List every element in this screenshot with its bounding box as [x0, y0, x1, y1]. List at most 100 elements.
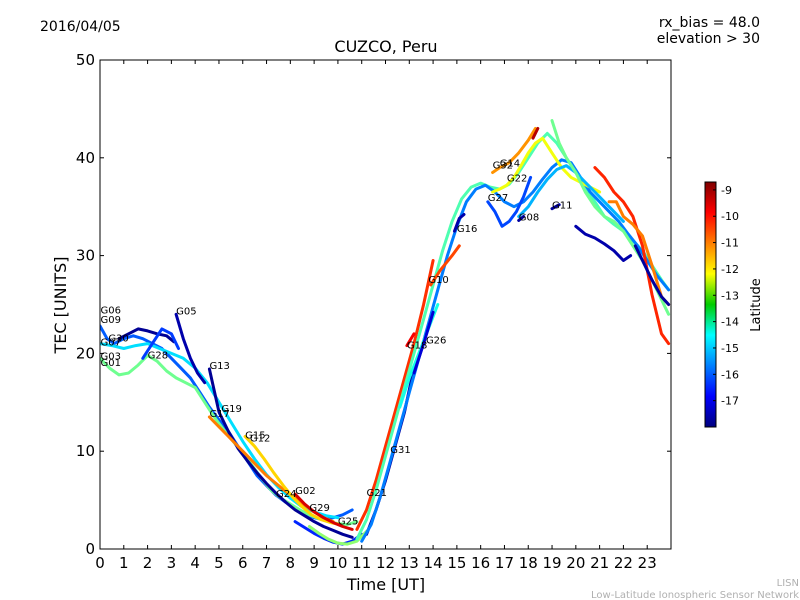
x-tick-label: 1: [119, 554, 129, 572]
footer-line2: Low-Latitude Ionospheric Sensor Network: [591, 590, 799, 600]
x-tick-label: 14: [424, 554, 443, 572]
tec-series-30: [593, 166, 671, 346]
x-tick-label: 21: [590, 554, 609, 572]
satellite-label-g30: G30: [108, 334, 128, 345]
tec-series-17: [412, 310, 435, 375]
x-axis: 0 1 2 3 4 5 6 7 8 9 10 11 12 13 14 15 16 17 18 19 20 21 22 23: [95, 60, 657, 572]
x-tick-label: 6: [238, 554, 248, 572]
y-tick-label: 50: [76, 51, 95, 69]
satellite-label-g03: G03: [100, 351, 120, 362]
x-tick-label: 9: [309, 554, 319, 572]
x-tick-label: 3: [167, 554, 177, 572]
x-tick-label: 2: [143, 554, 153, 572]
satellite-label-g07: G07: [100, 338, 120, 349]
colorbar-tick-label: -12: [721, 263, 739, 276]
tec-series-20: [453, 213, 466, 233]
satellite-label-g29: G29: [309, 503, 329, 514]
satellite-label-g24: G24: [276, 489, 296, 500]
satellite-label-g06: G06: [100, 305, 120, 316]
tec-series-11: [307, 525, 368, 546]
x-tick-label: 5: [214, 554, 224, 572]
colorbar: [704, 181, 717, 428]
tec-series-8: [243, 435, 342, 526]
tec-series-15: [360, 158, 671, 543]
tec-series-26: [531, 127, 540, 140]
tec-series-14: [355, 131, 671, 541]
date-label: 2016/04/05: [40, 19, 121, 35]
tec-series-5: [141, 327, 180, 360]
satellite-label-g18: G18: [407, 341, 427, 352]
x-tick-label: 17: [495, 554, 514, 572]
colorbar-tick-label: -11: [721, 237, 739, 250]
colorbar-tick-label: -9: [721, 184, 732, 197]
tec-series-12: [355, 259, 435, 531]
satellite-label-g05: G05: [176, 306, 196, 317]
satellite-label-g17: G17: [209, 409, 229, 420]
tec-series-32: [633, 244, 671, 306]
satellite-label-g22: G22: [507, 173, 527, 184]
x-tick-label: 12: [376, 554, 395, 572]
chart-title: CUZCO, Peru: [334, 37, 437, 56]
elevation-label: elevation > 30: [657, 31, 760, 47]
satellite-label-g15: G15: [245, 430, 265, 441]
bias-label: rx_bias = 48.0: [659, 15, 760, 31]
satellite-label-g21: G21: [366, 488, 386, 499]
y-axis: 0 10 20 30 40 50: [76, 51, 671, 558]
satellite-label-g19: G19: [221, 404, 241, 415]
y-tick-label: 10: [76, 442, 95, 460]
x-tick-label: 22: [614, 554, 633, 572]
satellite-label-g11: G11: [552, 201, 572, 212]
satellite-label-g09: G09: [100, 315, 120, 326]
satellite-label-g10: G10: [428, 275, 448, 286]
tec-series-19: [429, 244, 461, 287]
x-tick-label: 23: [638, 554, 657, 572]
x-tick-label: 10: [328, 554, 347, 572]
colorbar-tick-label: -16: [721, 368, 739, 381]
satellite-label-g28: G28: [148, 350, 168, 361]
y-tick-label: 0: [85, 540, 95, 558]
x-tick-label: 0: [95, 554, 105, 572]
tec-series-23: [491, 127, 537, 174]
satellite-label-g08: G08: [519, 212, 539, 223]
y-axis-label: TEC [UNITS]: [51, 257, 70, 355]
x-tick-label: 4: [190, 554, 200, 572]
satellite-label-g12: G12: [250, 433, 270, 444]
tec-series-29: [574, 224, 633, 262]
y-tick-label: 30: [76, 247, 95, 265]
x-tick-label: 8: [286, 554, 296, 572]
satellite-label-g13: G13: [209, 361, 229, 372]
footer-line1: LISN: [777, 578, 799, 589]
tec-series-25: [517, 215, 525, 222]
x-axis-label: Time [UT]: [346, 575, 425, 594]
colorbar-tick-label: -17: [721, 395, 739, 408]
series-layer: [100, 119, 671, 546]
x-tick-label: 13: [400, 554, 419, 572]
colorbar-tick-label: -10: [721, 210, 739, 223]
x-tick-label: 7: [262, 554, 272, 572]
satellite-label-g26: G26: [426, 336, 446, 347]
satellite-label-g25: G25: [338, 517, 358, 528]
satellite-label-g31: G31: [390, 445, 410, 456]
x-tick-label: 20: [566, 554, 585, 572]
tec-series-28: [550, 203, 561, 211]
y-tick-label: 40: [76, 149, 95, 167]
satellite-label-g14: G14: [500, 159, 520, 170]
tec-series-6: [207, 367, 354, 539]
tec-series-9: [293, 492, 354, 531]
satellite-label-g32: G32: [493, 161, 513, 172]
colorbar-label: Latitude: [749, 278, 764, 332]
colorbar-tick-label: -14: [721, 316, 739, 329]
tec-series-18: [405, 332, 416, 348]
satellite-label-g01: G01: [100, 358, 120, 369]
colorbar-ticks: -9 -10 -11 -12 -13 -14 -15 -16 -17: [713, 184, 739, 408]
satellite-label-g02: G02: [295, 486, 315, 497]
x-tick-label: 18: [519, 554, 538, 572]
tec-series-1: [100, 353, 359, 526]
x-tick-label: 15: [447, 554, 466, 572]
x-tick-label: 11: [352, 554, 371, 572]
satellite-label-g16: G16: [457, 224, 477, 235]
colorbar-tick-label: -15: [721, 342, 739, 355]
colorbar-tick-label: -13: [721, 289, 739, 302]
